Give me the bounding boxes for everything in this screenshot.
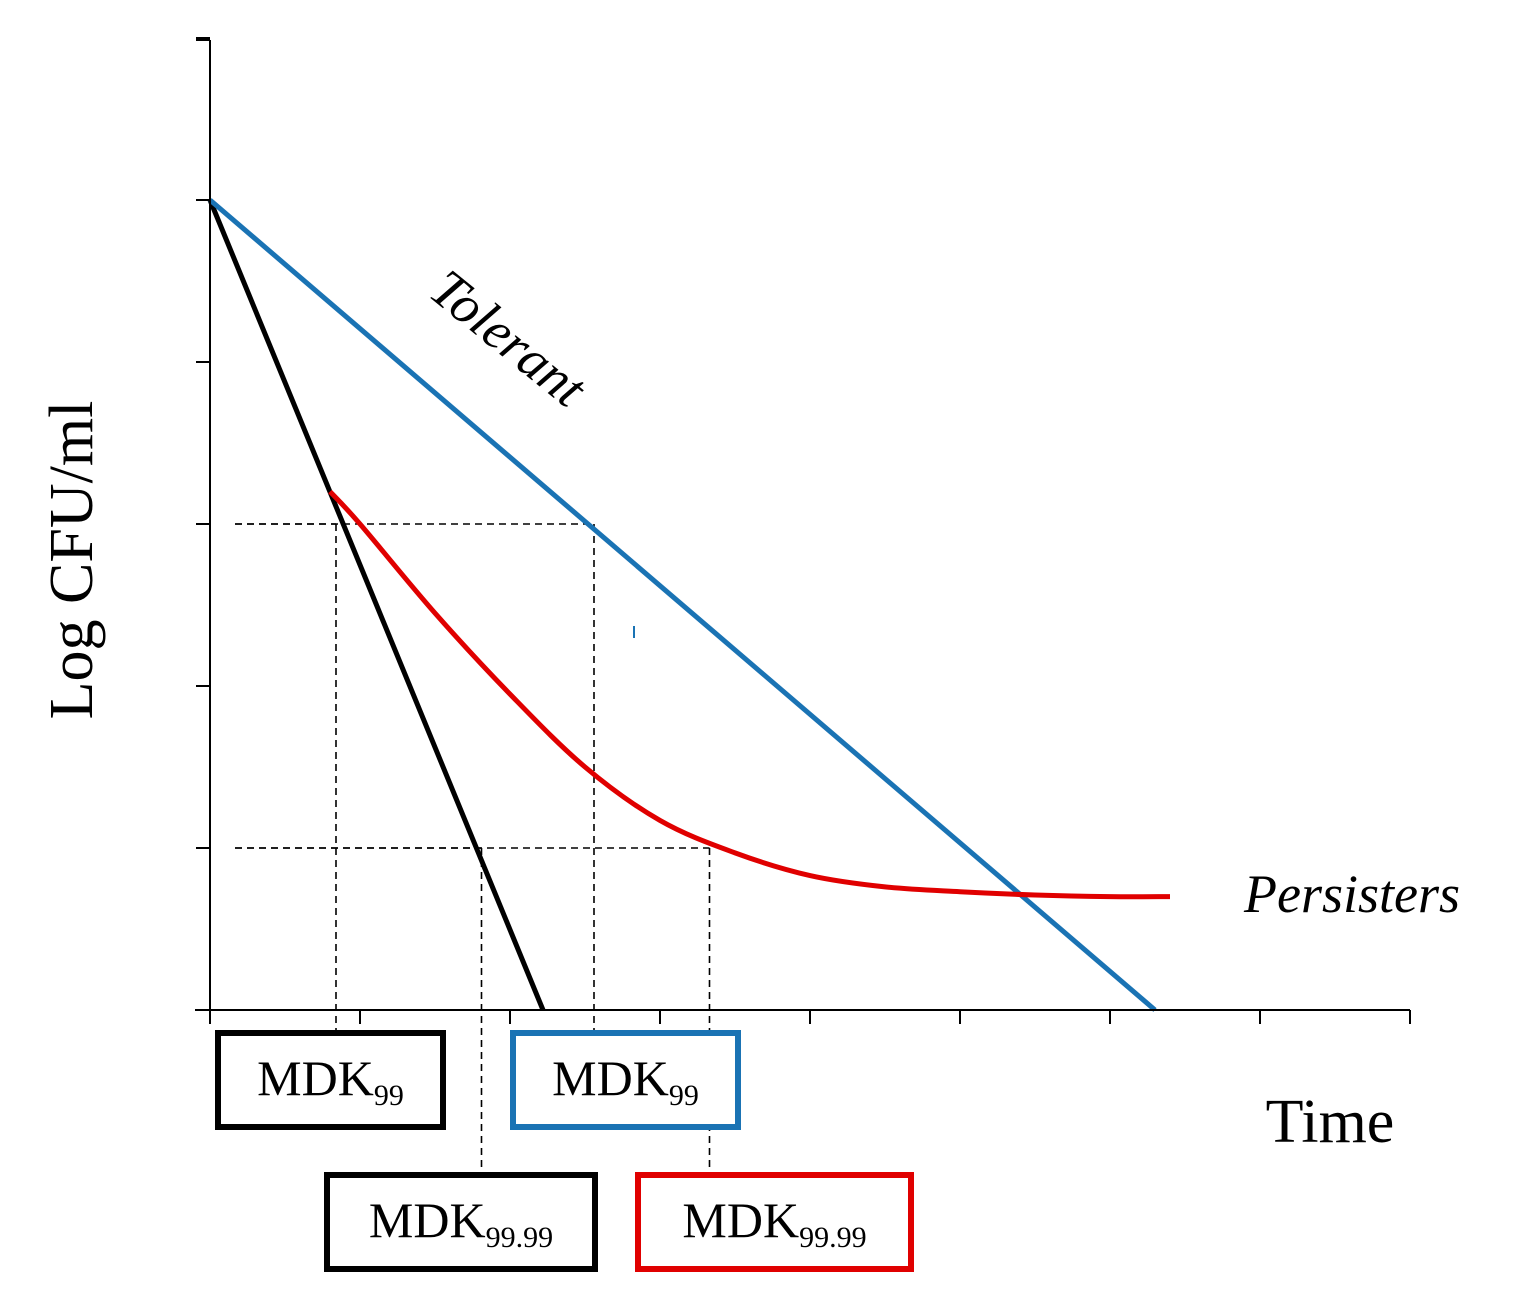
series-line-persisters <box>328 489 1171 900</box>
mdk-sub-0: 99 <box>374 1079 404 1112</box>
mdk-main-2: MDK <box>369 1192 486 1248</box>
mdk-sub-3: 99.99 <box>799 1221 867 1254</box>
labels: Log CFU/ml Time Tolerant Persisters <box>38 258 1460 1156</box>
tolerant-label: Tolerant <box>419 258 599 420</box>
mdk-sub-2: 99.99 <box>486 1221 554 1254</box>
mdk-sub-1: 99 <box>669 1079 699 1112</box>
mdk-box-3 <box>635 1172 914 1272</box>
series-line-tolerant <box>208 198 1157 1012</box>
series-layer <box>207 198 1171 1012</box>
axes <box>195 37 1411 1024</box>
mdk-box-0 <box>215 1030 446 1130</box>
mdk-box-2 <box>324 1172 598 1272</box>
mdk-label-0: MDK99 <box>257 1050 404 1112</box>
x-axis-label: Time <box>1266 1088 1395 1156</box>
persisters-label: Persisters <box>1243 864 1460 924</box>
mdk-main-0: MDK <box>257 1050 374 1106</box>
mdk-label-1: MDK99 <box>552 1050 699 1112</box>
mdk-label-3: MDK99.99 <box>682 1192 866 1254</box>
y-axis-label: Log CFU/ml <box>38 401 106 720</box>
mdk-main-3: MDK <box>682 1192 799 1248</box>
mdk-main-1: MDK <box>552 1050 669 1106</box>
mdk-label-2: MDK99.99 <box>369 1192 553 1254</box>
series-line-susceptible <box>207 199 546 1011</box>
mdk-box-1 <box>510 1030 741 1130</box>
